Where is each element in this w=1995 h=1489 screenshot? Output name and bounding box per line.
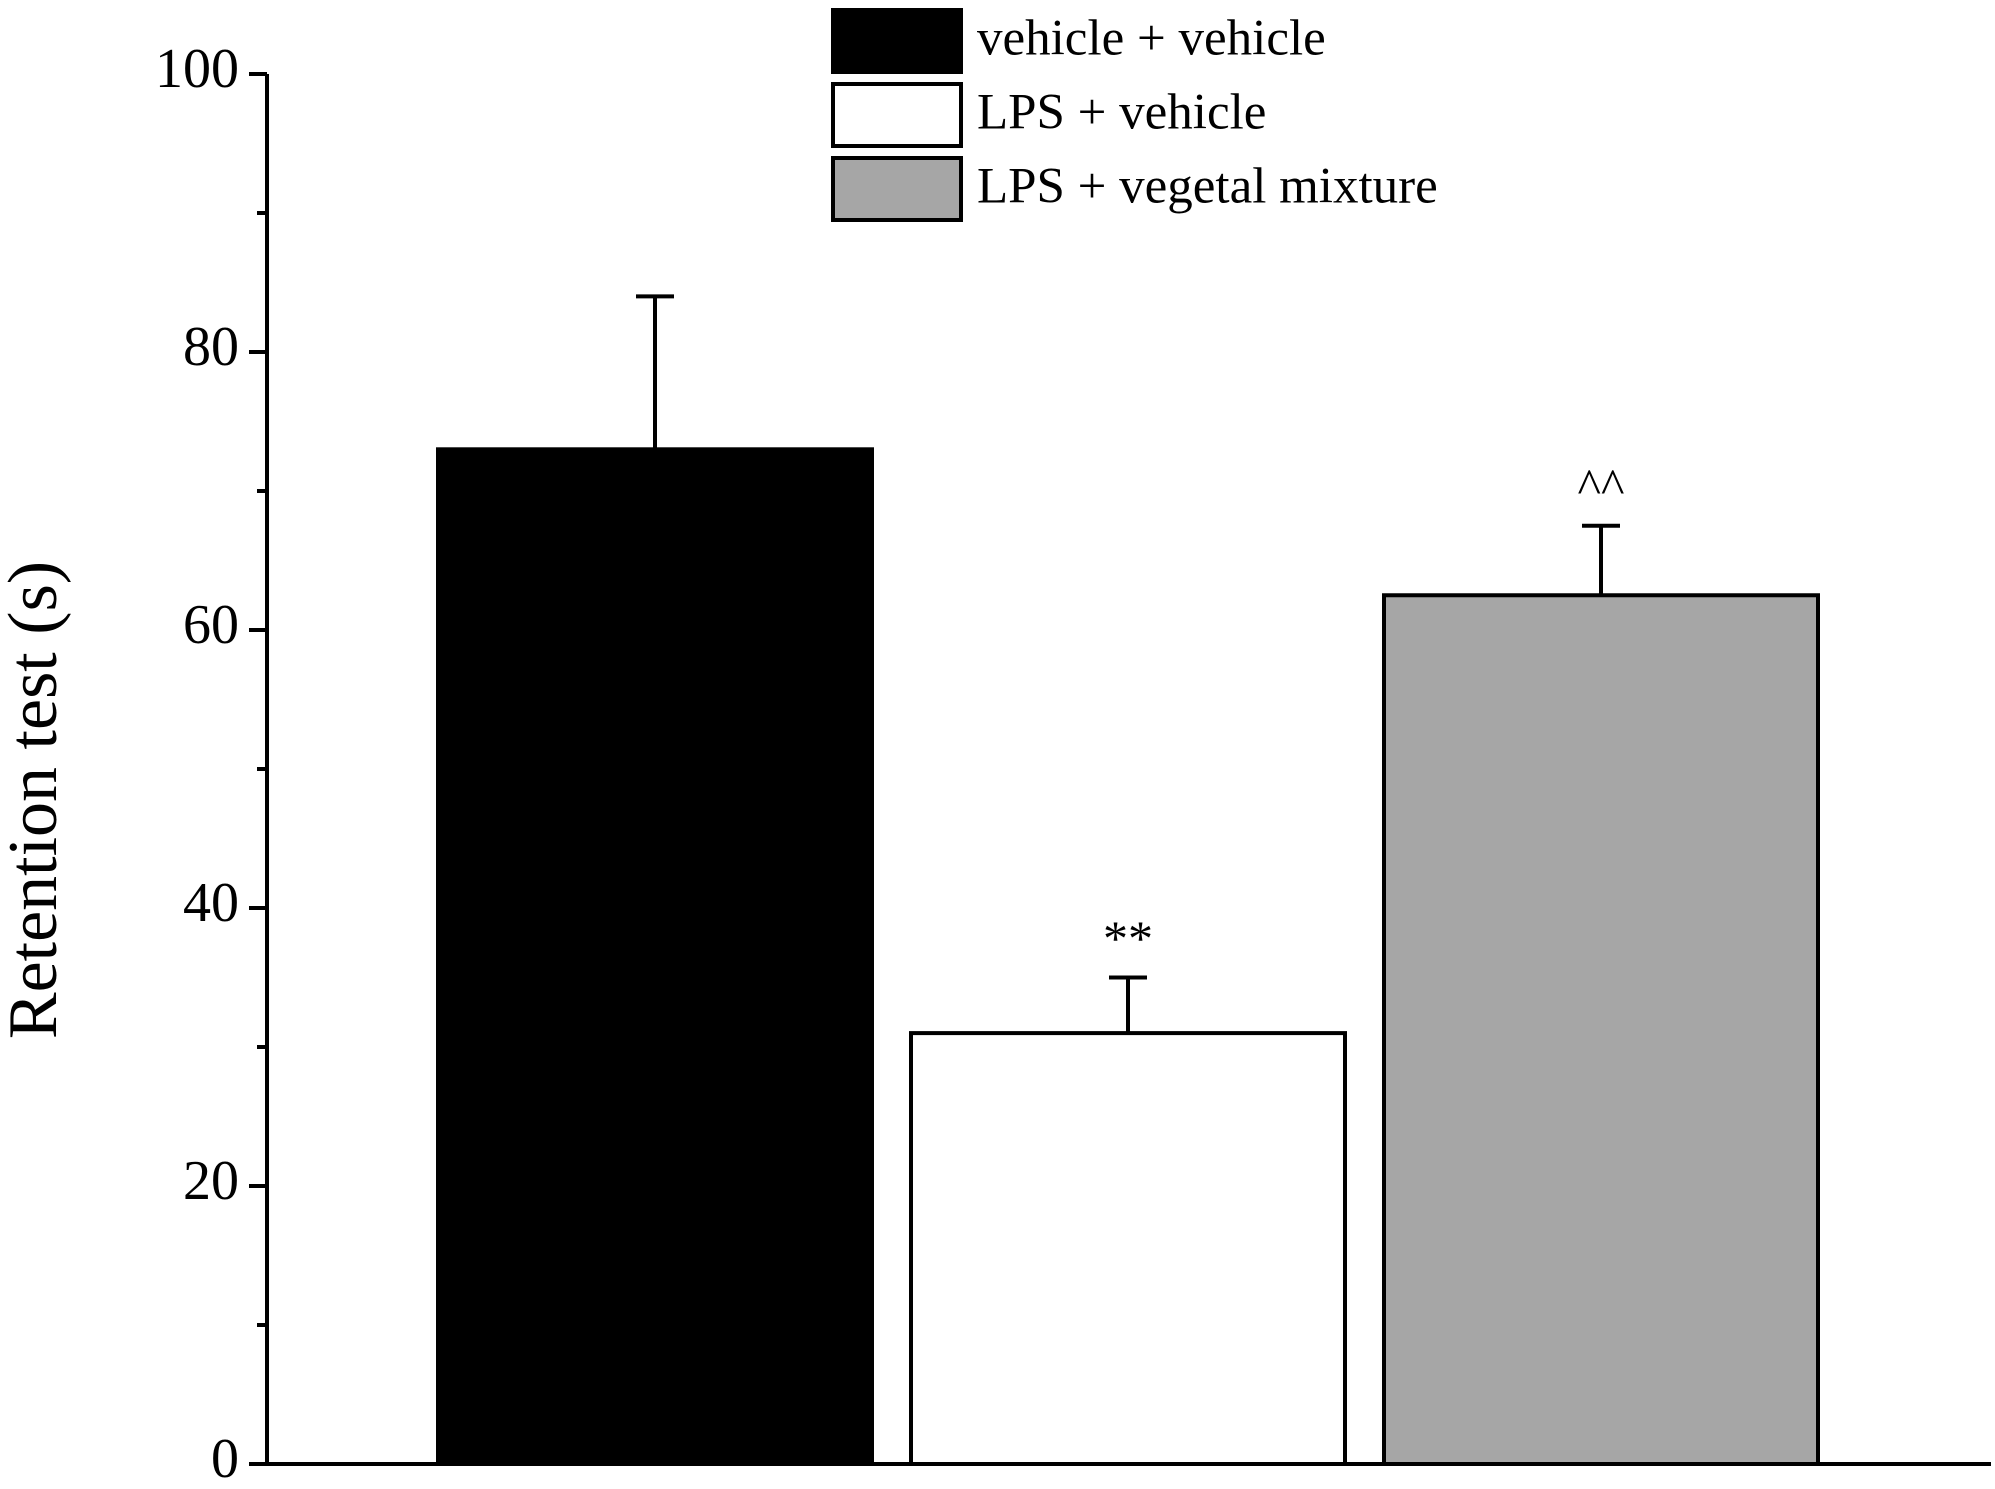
significance-label: ^^ bbox=[1578, 458, 1625, 514]
y-tick-label: 20 bbox=[183, 1150, 239, 1212]
legend-swatch bbox=[831, 82, 963, 148]
legend-label: LPS + vegetal mixture bbox=[977, 159, 1438, 215]
significance-label: ** bbox=[1103, 910, 1153, 966]
bar bbox=[909, 1031, 1347, 1466]
y-tick-label: 40 bbox=[183, 872, 239, 934]
bar bbox=[1382, 593, 1820, 1466]
y-tick-label: 80 bbox=[183, 316, 239, 378]
y-axis-label: Retention test (s) bbox=[0, 561, 72, 1039]
legend-label: vehicle + vehicle bbox=[977, 11, 1326, 67]
y-tick-label: 60 bbox=[183, 594, 239, 656]
y-tick-label: 0 bbox=[211, 1428, 239, 1489]
legend-swatch bbox=[831, 156, 963, 222]
legend-label: LPS + vehicle bbox=[977, 85, 1266, 141]
legend-swatch bbox=[831, 8, 963, 74]
bar bbox=[436, 447, 874, 1466]
y-tick-label: 100 bbox=[155, 38, 239, 100]
